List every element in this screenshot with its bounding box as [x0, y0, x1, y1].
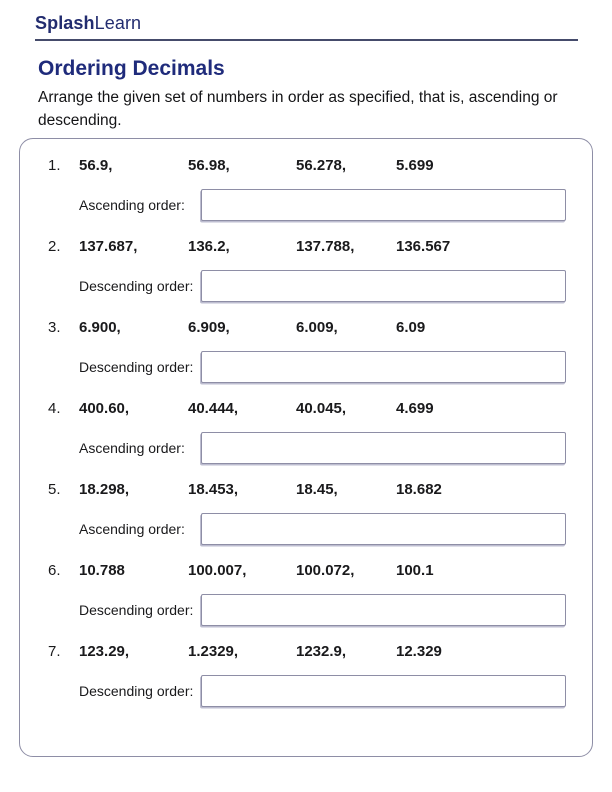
problem-row-1: 1. 56.9, 56.98, 56.278, 5.699 Ascending …	[48, 156, 592, 237]
answer-input[interactable]	[201, 675, 566, 707]
answer-input[interactable]	[201, 270, 566, 302]
problem-numbers: 5. 18.298, 18.453, 18.45, 18.682	[48, 480, 592, 500]
problem-value: 6.09	[396, 319, 426, 336]
problem-value: 1.2329,	[188, 643, 239, 660]
problems-container: 1. 56.9, 56.98, 56.278, 5.699 Ascending …	[19, 138, 593, 757]
answer-line: Ascending order:	[79, 432, 592, 464]
page-title: Ordering Decimals	[38, 57, 225, 80]
problem-value: 137.687,	[79, 238, 138, 255]
problem-value: 18.298,	[79, 481, 130, 498]
problem-value: 4.699	[396, 400, 434, 417]
answer-input[interactable]	[201, 189, 566, 221]
order-label: Descending order:	[79, 683, 194, 699]
problem-number: 5.	[48, 481, 61, 498]
problem-row-2: 2. 137.687, 136.2, 137.788, 136.567 Desc…	[48, 237, 592, 318]
problem-value: 6.009,	[296, 319, 338, 336]
order-label: Descending order:	[79, 359, 194, 375]
order-label: Ascending order:	[79, 440, 185, 456]
problem-value: 12.329	[396, 643, 442, 660]
problem-value: 100.1	[396, 562, 434, 579]
problem-number: 4.	[48, 400, 61, 417]
answer-line: Descending order:	[79, 594, 592, 626]
problem-row-4: 4. 400.60, 40.444, 40.045, 4.699 Ascendi…	[48, 399, 592, 480]
problem-number: 2.	[48, 238, 61, 255]
answer-line: Descending order:	[79, 270, 592, 302]
problem-value: 40.045,	[296, 400, 347, 417]
problem-row-6: 6. 10.788 100.007, 100.072, 100.1 Descen…	[48, 561, 592, 642]
problem-value: 40.444,	[188, 400, 239, 417]
problem-value: 56.9,	[79, 157, 113, 174]
problem-value: 10.788	[79, 562, 125, 579]
problem-row-5: 5. 18.298, 18.453, 18.45, 18.682 Ascendi…	[48, 480, 592, 561]
problem-number: 3.	[48, 319, 61, 336]
problem-value: 400.60,	[79, 400, 130, 417]
problem-numbers: 4. 400.60, 40.444, 40.045, 4.699	[48, 399, 592, 419]
problem-number: 1.	[48, 157, 61, 174]
problem-value: 136.567	[396, 238, 451, 255]
answer-line: Descending order:	[79, 675, 592, 707]
problem-value: 100.007,	[188, 562, 247, 579]
problem-value: 18.682	[396, 481, 442, 498]
splashlearn-logo: SplashLearn	[35, 13, 141, 34]
order-label: Descending order:	[79, 278, 194, 294]
problem-numbers: 6. 10.788 100.007, 100.072, 100.1	[48, 561, 592, 581]
problem-row-7: 7. 123.29, 1.2329, 1232.9, 12.329 Descen…	[48, 642, 592, 723]
problem-numbers: 2. 137.687, 136.2, 137.788, 136.567	[48, 237, 592, 257]
problem-numbers: 1. 56.9, 56.98, 56.278, 5.699	[48, 156, 592, 176]
problem-value: 56.278,	[296, 157, 347, 174]
problem-value: 18.45,	[296, 481, 338, 498]
answer-input[interactable]	[201, 351, 566, 383]
answer-input[interactable]	[201, 594, 566, 626]
answer-input[interactable]	[201, 432, 566, 464]
problem-value: 137.788,	[296, 238, 355, 255]
problem-value: 5.699	[396, 157, 434, 174]
logo-splash-text: Splash	[35, 13, 95, 33]
problem-value: 6.900,	[79, 319, 121, 336]
problem-value: 6.909,	[188, 319, 230, 336]
problem-row-3: 3. 6.900, 6.909, 6.009, 6.09 Descending …	[48, 318, 592, 399]
answer-line: Ascending order:	[79, 189, 592, 221]
problem-numbers: 7. 123.29, 1.2329, 1232.9, 12.329	[48, 642, 592, 662]
answer-line: Ascending order:	[79, 513, 592, 545]
instructions-text: Arrange the given set of numbers in orde…	[38, 89, 558, 130]
problem-number: 6.	[48, 562, 61, 579]
problem-value: 100.072,	[296, 562, 355, 579]
answer-input[interactable]	[201, 513, 566, 545]
problem-value: 1232.9,	[296, 643, 347, 660]
problem-value: 136.2,	[188, 238, 230, 255]
problem-value: 18.453,	[188, 481, 239, 498]
problem-numbers: 3. 6.900, 6.909, 6.009, 6.09	[48, 318, 592, 338]
order-label: Descending order:	[79, 602, 194, 618]
order-label: Ascending order:	[79, 197, 185, 213]
order-label: Ascending order:	[79, 521, 185, 537]
problem-number: 7.	[48, 643, 61, 660]
problem-value: 56.98,	[188, 157, 230, 174]
problem-value: 123.29,	[79, 643, 130, 660]
header-divider	[35, 39, 578, 41]
logo-learn-text: Learn	[94, 13, 142, 33]
answer-line: Descending order:	[79, 351, 592, 383]
